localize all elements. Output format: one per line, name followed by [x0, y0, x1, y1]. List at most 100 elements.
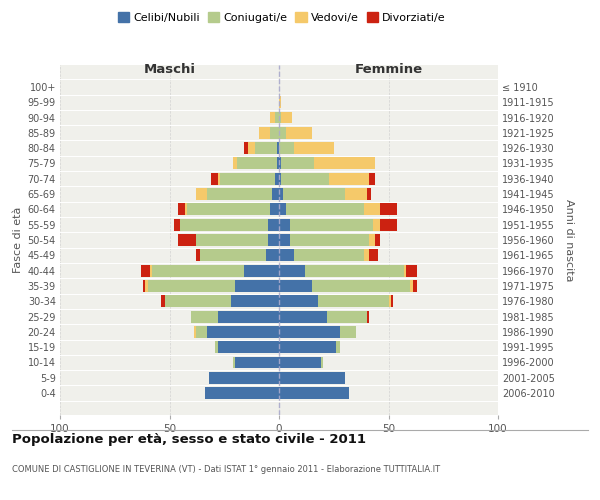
Bar: [279, 264, 305, 276]
Bar: [290, 234, 369, 246]
Y-axis label: Anni di nascita: Anni di nascita: [565, 198, 574, 281]
Bar: [235, 280, 279, 292]
Bar: [286, 127, 312, 139]
Bar: [380, 204, 397, 216]
Bar: [181, 218, 268, 230]
Bar: [279, 326, 340, 338]
Bar: [275, 173, 279, 184]
Bar: [194, 326, 196, 338]
Bar: [279, 356, 320, 368]
Bar: [369, 234, 376, 246]
Bar: [279, 158, 281, 170]
Bar: [259, 127, 270, 139]
Bar: [238, 158, 277, 170]
Bar: [141, 264, 150, 276]
Bar: [270, 112, 275, 124]
Bar: [279, 372, 345, 384]
Bar: [233, 158, 238, 170]
Bar: [279, 173, 281, 184]
Bar: [187, 204, 270, 216]
Bar: [218, 341, 279, 353]
Bar: [281, 112, 292, 124]
Bar: [191, 310, 218, 322]
Bar: [231, 296, 279, 307]
Bar: [329, 173, 369, 184]
Bar: [268, 218, 279, 230]
Bar: [279, 204, 286, 216]
Bar: [205, 387, 279, 399]
Bar: [235, 356, 279, 368]
Bar: [248, 142, 255, 154]
Bar: [389, 296, 391, 307]
Bar: [207, 326, 279, 338]
Bar: [275, 112, 279, 124]
Bar: [410, 280, 413, 292]
Bar: [185, 204, 187, 216]
Bar: [345, 188, 367, 200]
Bar: [340, 326, 356, 338]
Bar: [272, 188, 279, 200]
Bar: [268, 234, 279, 246]
Bar: [152, 264, 244, 276]
Bar: [279, 280, 312, 292]
Bar: [220, 173, 275, 184]
Bar: [279, 188, 283, 200]
Bar: [290, 218, 373, 230]
Bar: [270, 204, 279, 216]
Bar: [281, 158, 314, 170]
Bar: [215, 341, 218, 353]
Bar: [286, 204, 364, 216]
Bar: [364, 204, 380, 216]
Bar: [266, 250, 279, 262]
Bar: [336, 341, 340, 353]
Bar: [367, 310, 369, 322]
Bar: [150, 264, 152, 276]
Bar: [218, 310, 279, 322]
Bar: [391, 296, 393, 307]
Text: COMUNE DI CASTIGLIONE IN TEVERINA (VT) - Dati ISTAT 1° gennaio 2011 - Elaborazio: COMUNE DI CASTIGLIONE IN TEVERINA (VT) -…: [12, 466, 440, 474]
Bar: [174, 218, 181, 230]
Bar: [380, 218, 397, 230]
Bar: [161, 296, 165, 307]
Bar: [279, 96, 281, 108]
Bar: [196, 234, 268, 246]
Bar: [312, 280, 410, 292]
Bar: [279, 127, 286, 139]
Bar: [200, 250, 266, 262]
Bar: [196, 326, 207, 338]
Bar: [207, 188, 272, 200]
Bar: [279, 310, 327, 322]
Bar: [364, 250, 369, 262]
Bar: [279, 142, 295, 154]
Bar: [279, 112, 281, 124]
Bar: [319, 296, 389, 307]
Bar: [279, 250, 295, 262]
Bar: [279, 296, 319, 307]
Bar: [373, 218, 380, 230]
Bar: [277, 158, 279, 170]
Bar: [327, 310, 367, 322]
Bar: [178, 204, 185, 216]
Bar: [209, 372, 279, 384]
Bar: [233, 356, 235, 368]
Bar: [148, 280, 235, 292]
Bar: [413, 280, 417, 292]
Bar: [281, 173, 329, 184]
Bar: [314, 158, 376, 170]
Bar: [295, 142, 334, 154]
Bar: [270, 127, 279, 139]
Y-axis label: Fasce di età: Fasce di età: [13, 207, 23, 273]
Bar: [279, 218, 290, 230]
Bar: [218, 173, 220, 184]
Bar: [369, 173, 376, 184]
Bar: [279, 387, 349, 399]
Bar: [165, 296, 231, 307]
Bar: [404, 264, 406, 276]
Bar: [283, 188, 344, 200]
Bar: [279, 341, 336, 353]
Text: Femmine: Femmine: [355, 63, 422, 76]
Bar: [369, 250, 377, 262]
Bar: [244, 264, 279, 276]
Bar: [367, 188, 371, 200]
Bar: [376, 234, 380, 246]
